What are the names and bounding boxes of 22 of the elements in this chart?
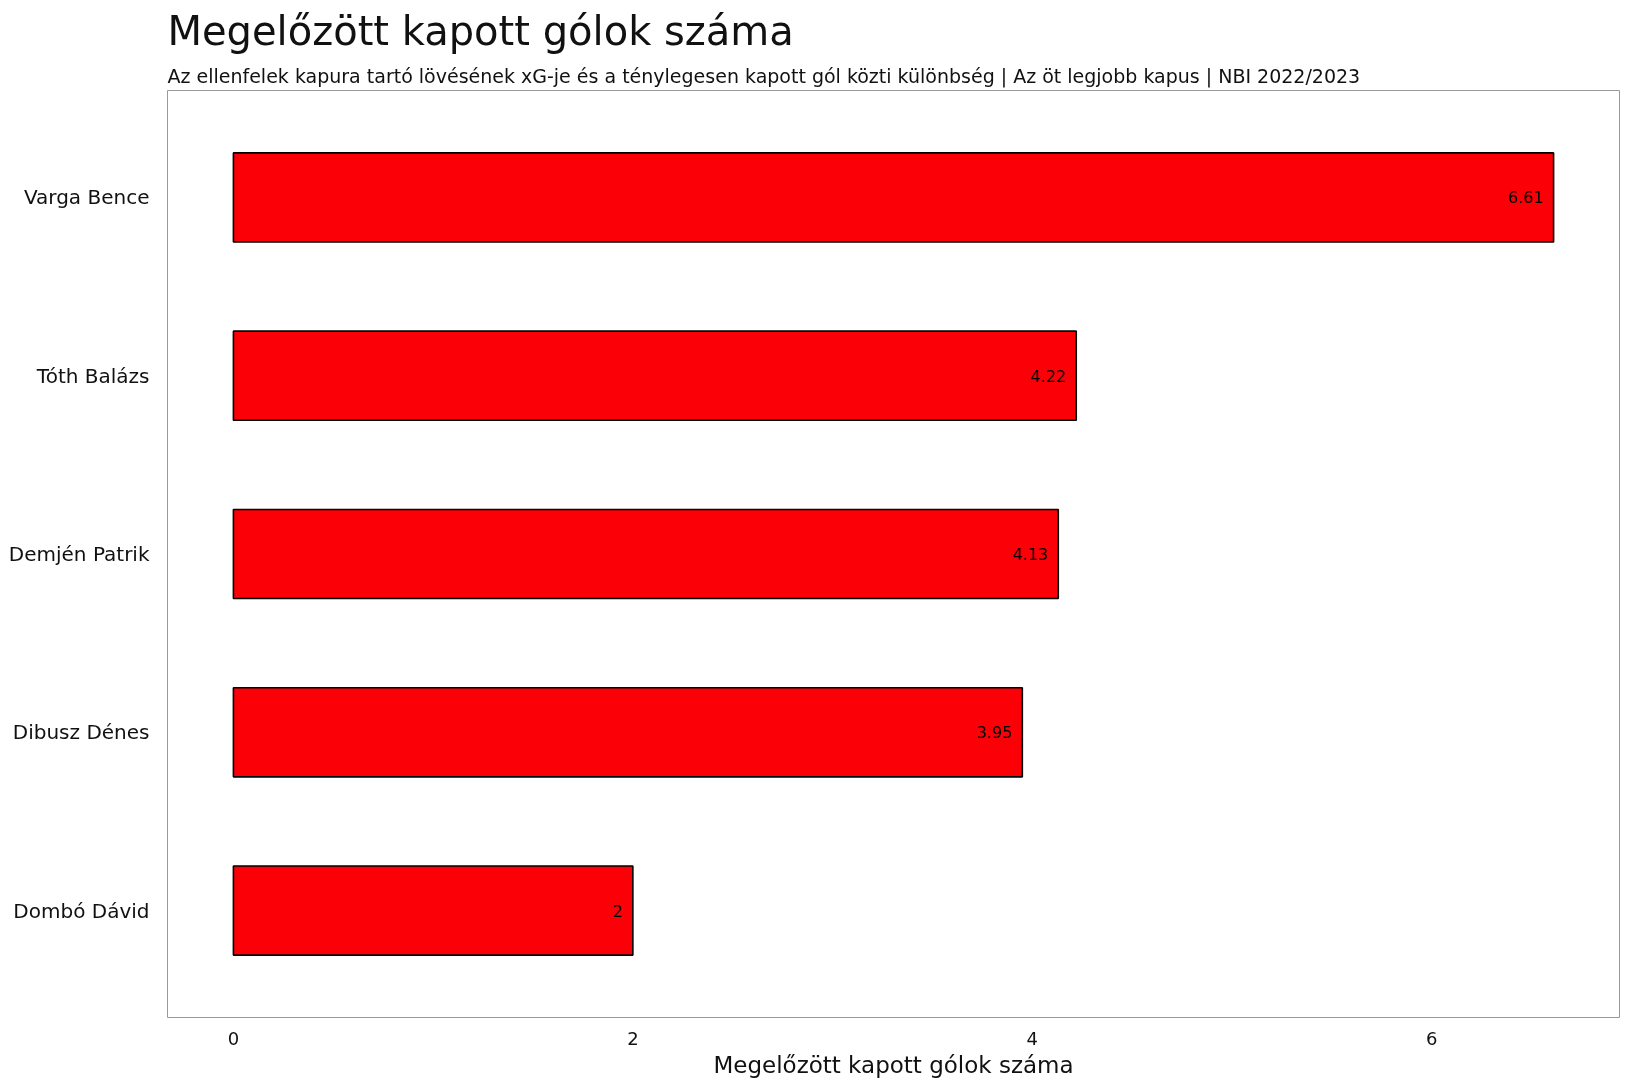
- bar: [232, 330, 1078, 422]
- y-tick-label: Varga Bence: [23, 185, 150, 210]
- bar: [232, 508, 1060, 600]
- chart-title: Megelőzött kapott gólok száma: [167, 7, 794, 54]
- chart-subtitle: Az ellenfelek kapura tartó lövésének xG-je és a ténylegesen kapott gól közti különbség | Az öt legjobb kapus | NBI 2022/2023: [167, 64, 1361, 88]
- y-tick-label: Demjén Patrik: [8, 542, 150, 566]
- y-tick-label: Dibusz Dénes: [12, 720, 150, 745]
- x-tick-label: 2: [627, 1027, 639, 1049]
- data-label: 4.13: [1012, 545, 1049, 564]
- data-label: 3.95: [976, 723, 1013, 743]
- bar: [232, 152, 1555, 243]
- x-tick-label: 4: [1026, 1027, 1039, 1049]
- x-axis-title: Megelőzött kapott gólok száma: [713, 1051, 1074, 1078]
- x-tick-label: 6: [1426, 1027, 1438, 1049]
- data-label: 2: [612, 901, 623, 921]
- bar: [232, 686, 1024, 778]
- data-label: 6.61: [1507, 188, 1544, 208]
- y-tick-label: Tóth Balázs: [35, 363, 150, 388]
- data-label: 4.22: [1030, 366, 1067, 386]
- bar: [232, 865, 634, 956]
- y-tick-label: Dombó Dávid: [13, 898, 150, 923]
- x-tick-label: 0: [227, 1027, 240, 1049]
